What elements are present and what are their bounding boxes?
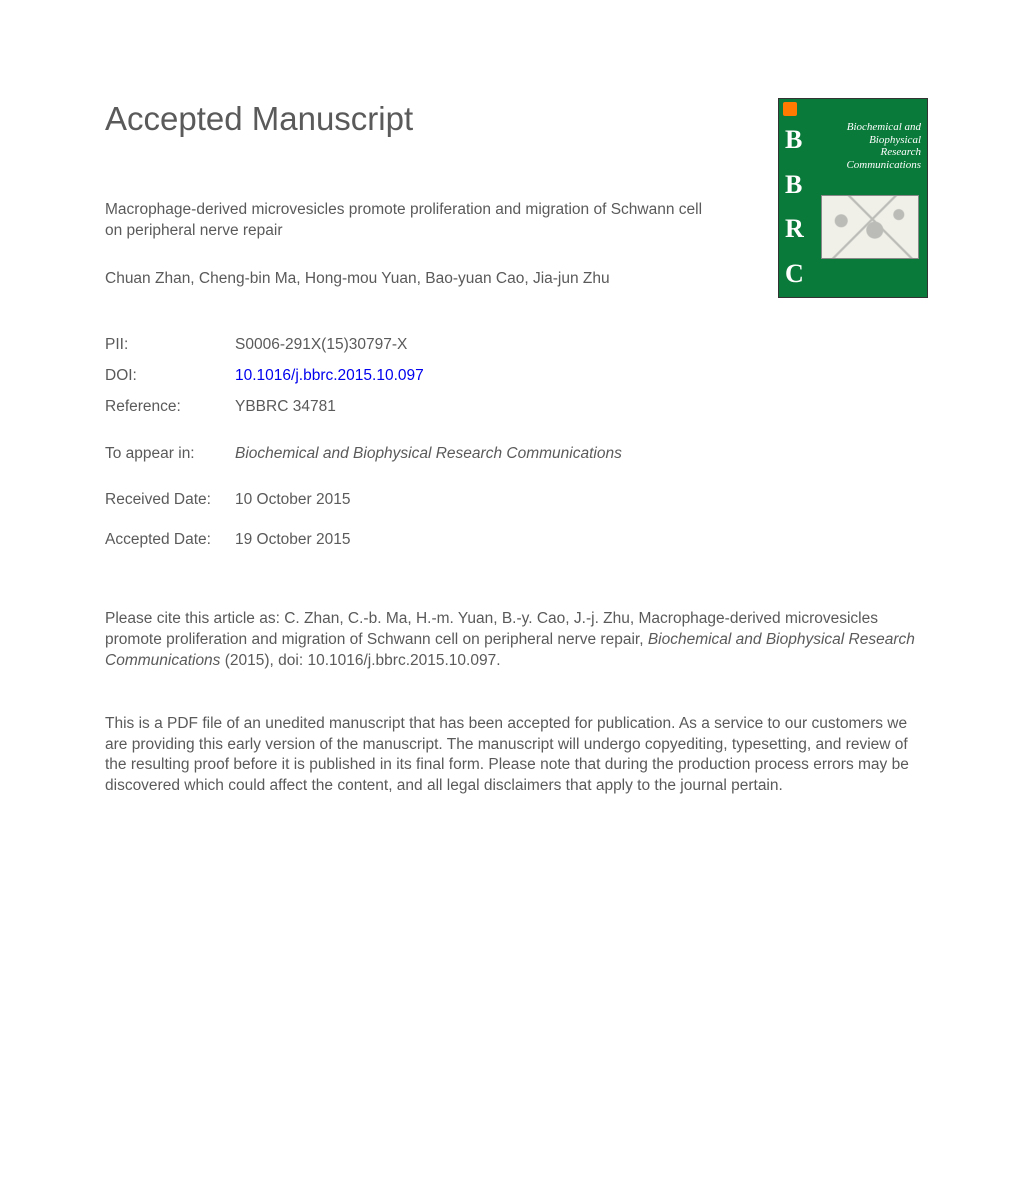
- accepted-label: Accepted Date:: [105, 521, 235, 567]
- cover-acronym-letter: C: [785, 261, 811, 287]
- citation-suffix: (2015), doi: 10.1016/j.bbrc.2015.10.097.: [220, 652, 500, 669]
- cover-acronym-letter: B: [785, 127, 811, 153]
- meta-row-received: Received Date: 10 October 2015: [105, 475, 622, 521]
- appear-label: To appear in:: [105, 429, 235, 475]
- cover-artwork: [821, 195, 919, 259]
- journal-cover-thumbnail: Biochemical and Biophysical Research Com…: [778, 98, 928, 298]
- received-label: Received Date:: [105, 475, 235, 521]
- elsevier-logo-icon: [783, 102, 797, 116]
- meta-row-doi: DOI: 10.1016/j.bbrc.2015.10.097: [105, 367, 622, 398]
- appear-value: Biochemical and Biophysical Research Com…: [235, 429, 622, 475]
- cover-acronym: B B R C: [785, 127, 811, 287]
- metadata-table: PII: S0006-291X(15)30797-X DOI: 10.1016/…: [105, 336, 622, 567]
- accepted-value: 19 October 2015: [235, 521, 622, 567]
- pii-label: PII:: [105, 336, 235, 367]
- pii-value: S0006-291X(15)30797-X: [235, 336, 622, 367]
- cover-acronym-letter: B: [785, 172, 811, 198]
- doi-link[interactable]: 10.1016/j.bbrc.2015.10.097: [235, 367, 424, 384]
- meta-row-accepted: Accepted Date: 19 October 2015: [105, 521, 622, 567]
- citation-text: Please cite this article as: C. Zhan, C.…: [105, 609, 915, 672]
- cover-topbar: [779, 99, 927, 117]
- cover-title-line: Biophysical: [869, 134, 921, 146]
- cover-title-line: Communications: [846, 159, 921, 171]
- reference-value: YBBRC 34781: [235, 398, 622, 429]
- reference-label: Reference:: [105, 398, 235, 429]
- meta-row-appear: To appear in: Biochemical and Biophysica…: [105, 429, 622, 475]
- cover-title-line: Biochemical and: [847, 121, 921, 133]
- disclaimer-text: This is a PDF file of an unedited manusc…: [105, 714, 915, 798]
- cover-acronym-letter: R: [785, 216, 811, 242]
- article-title: Macrophage-derived microvesicles promote…: [105, 200, 715, 242]
- meta-row-reference: Reference: YBBRC 34781: [105, 398, 622, 429]
- doi-label: DOI:: [105, 367, 235, 398]
- received-value: 10 October 2015: [235, 475, 622, 521]
- cover-title-line: Research: [880, 146, 921, 158]
- meta-row-pii: PII: S0006-291X(15)30797-X: [105, 336, 622, 367]
